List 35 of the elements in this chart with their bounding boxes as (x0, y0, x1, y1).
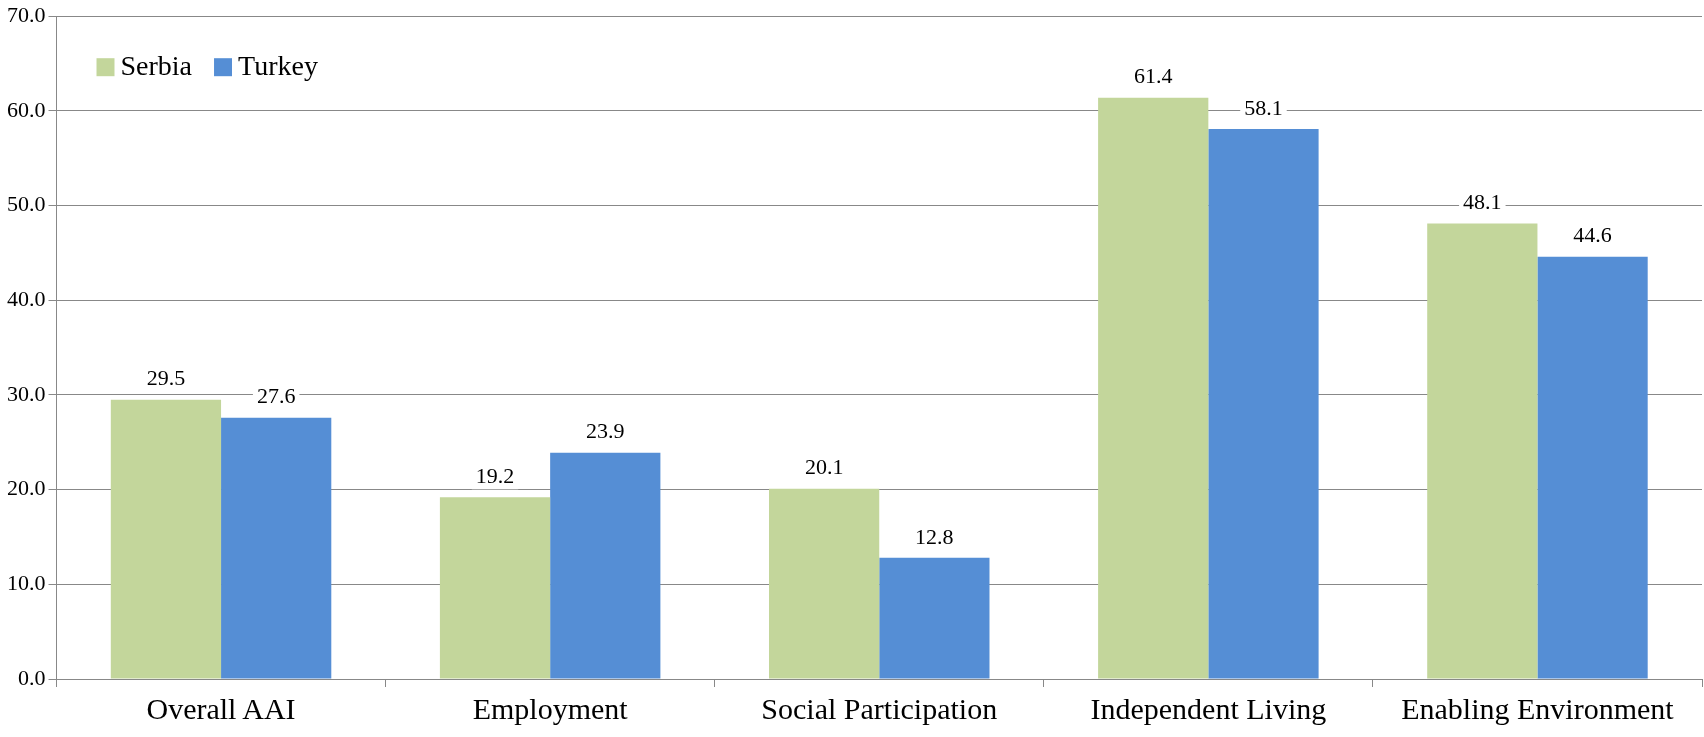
data-label: 44.6 (1573, 222, 1612, 248)
data-label: 19.2 (475, 462, 515, 488)
y-tick-label: 0.0 (18, 664, 46, 690)
bar (221, 417, 332, 679)
data-label: 48.1 (1463, 189, 1502, 215)
y-tick-label: 20.0 (7, 475, 46, 501)
bar (879, 557, 990, 679)
x-tick-label: Social Participation (761, 691, 998, 725)
data-label: 61.4 (1133, 63, 1173, 89)
x-tick-label: Employment (472, 691, 629, 725)
y-tick-label: 30.0 (7, 380, 46, 406)
y-tick-label: 50.0 (7, 191, 46, 217)
bar (439, 497, 551, 679)
bar (1208, 128, 1319, 679)
y-tick-label: 40.0 (7, 286, 46, 312)
data-label: 20.1 (804, 454, 844, 480)
bar (1098, 97, 1209, 679)
bar (550, 452, 661, 679)
bar (110, 399, 222, 679)
bar (1537, 256, 1648, 679)
y-tick-label: 70.0 (7, 1, 46, 27)
data-label: 27.6 (256, 383, 296, 409)
data-label: 29.5 (146, 365, 186, 391)
legend-label: Turkey (238, 49, 318, 81)
data-label: 12.8 (915, 523, 954, 549)
x-tick-label: Enabling Environment (1401, 691, 1675, 725)
x-tick-label: Independent Living (1090, 691, 1327, 725)
bar (769, 488, 880, 679)
data-label: 58.1 (1244, 94, 1283, 120)
y-tick-label: 10.0 (7, 570, 46, 596)
x-tick-label: Overall AAI (146, 691, 296, 725)
legend-label: Serbia (120, 49, 193, 81)
bar (1427, 223, 1538, 679)
y-tick-label: 60.0 (7, 96, 46, 122)
data-label: 23.9 (586, 418, 625, 444)
